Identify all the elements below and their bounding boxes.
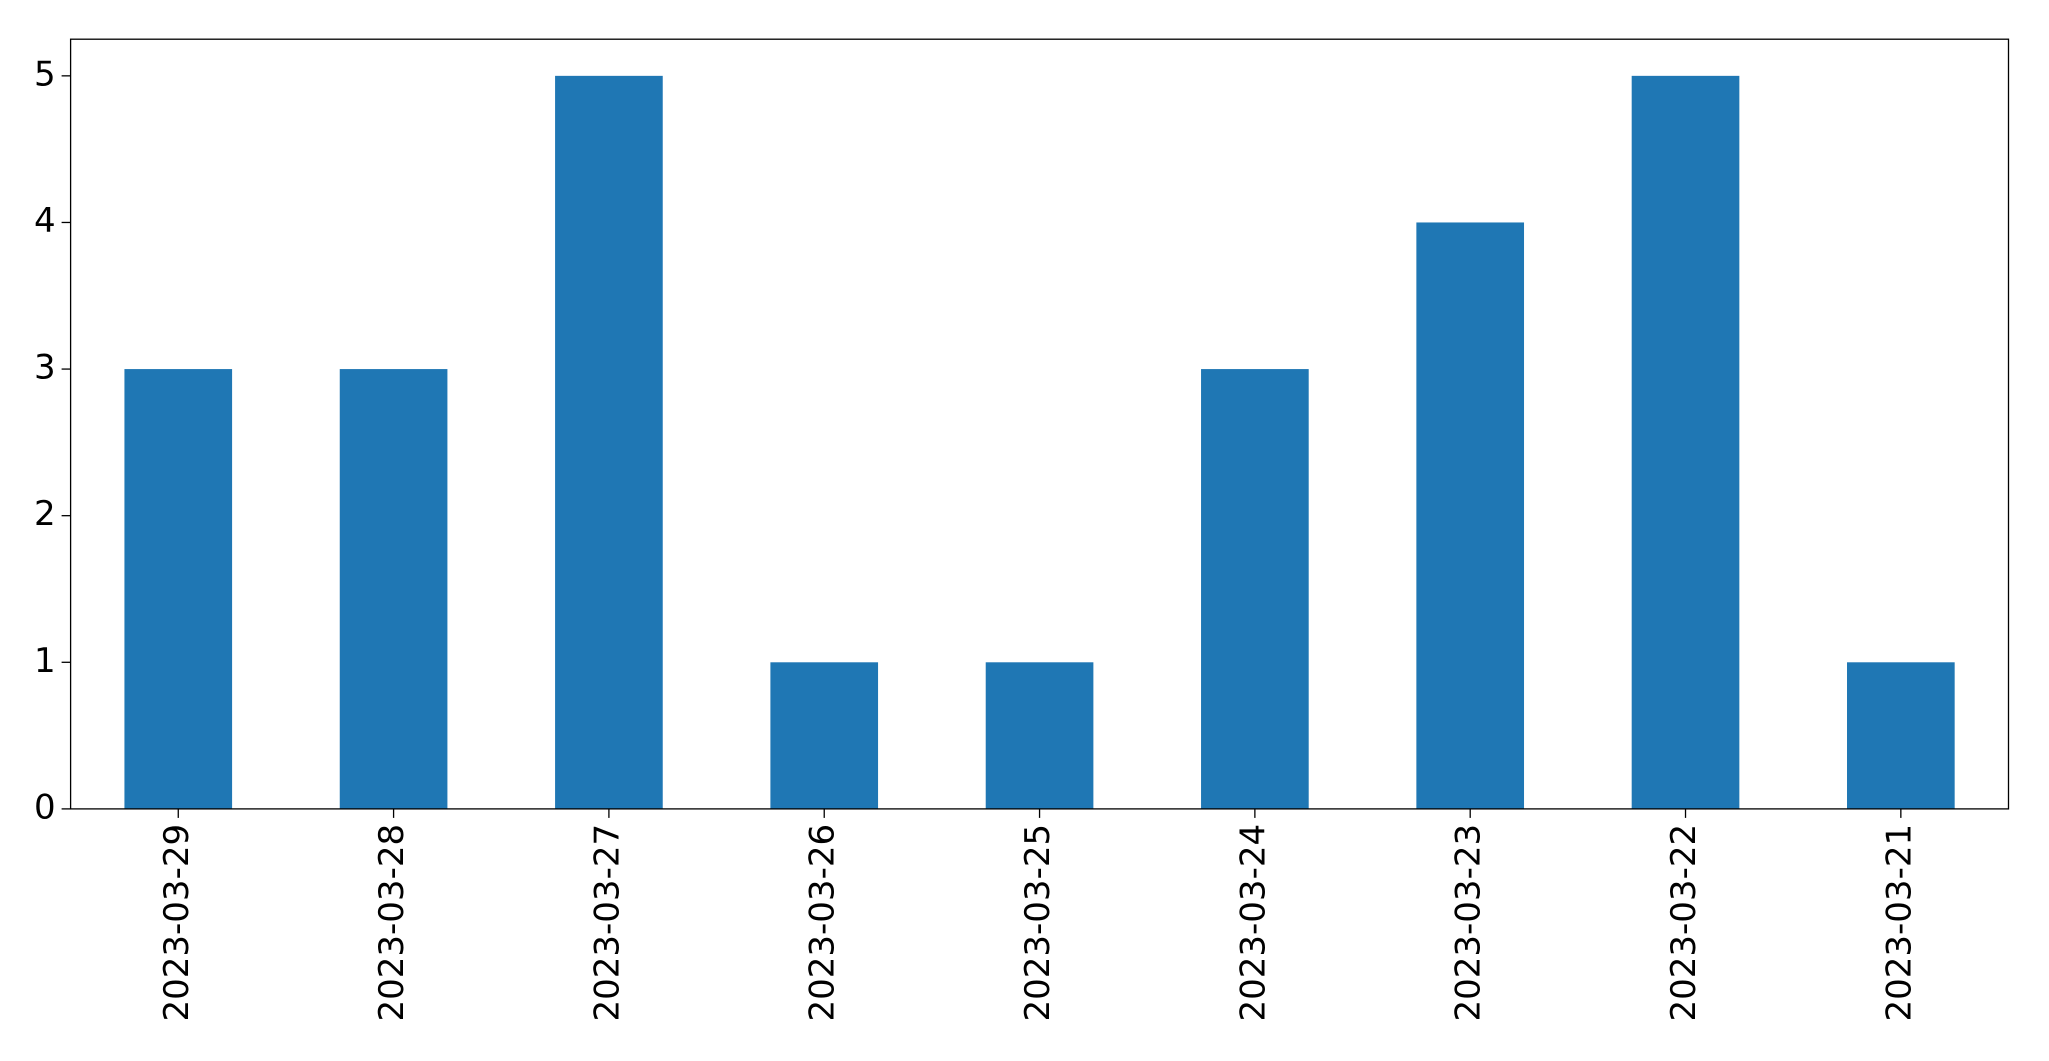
y-tick-label: 2 bbox=[34, 494, 56, 534]
bar bbox=[1847, 662, 1955, 809]
bar bbox=[1416, 222, 1525, 809]
bar bbox=[339, 369, 448, 809]
plot-frame bbox=[69, 38, 2010, 810]
y-tick-label: 3 bbox=[34, 348, 56, 388]
x-tick-label: 2023-03-22 bbox=[1664, 824, 1704, 1022]
y-tick-label: 5 bbox=[34, 54, 56, 94]
x-tick-label: 2023-03-29 bbox=[157, 824, 197, 1022]
bar bbox=[770, 662, 879, 809]
x-tick-label: 2023-03-23 bbox=[1449, 824, 1489, 1022]
bar bbox=[555, 75, 663, 809]
bar bbox=[1631, 75, 1740, 809]
y-tick-label: 0 bbox=[34, 787, 56, 827]
x-tick-label: 2023-03-26 bbox=[803, 824, 843, 1022]
y-tick-label: 4 bbox=[34, 201, 56, 241]
y-tick-label: 1 bbox=[34, 641, 56, 681]
bar bbox=[124, 369, 233, 809]
x-tick-label: 2023-03-21 bbox=[1879, 824, 1919, 1022]
x-tick-label: 2023-03-25 bbox=[1018, 824, 1058, 1022]
x-tick-label: 2023-03-28 bbox=[372, 824, 412, 1022]
x-tick-label: 2023-03-24 bbox=[1233, 824, 1273, 1022]
bar bbox=[985, 662, 1094, 809]
bar bbox=[1201, 369, 1309, 809]
x-tick-label: 2023-03-27 bbox=[587, 824, 627, 1022]
